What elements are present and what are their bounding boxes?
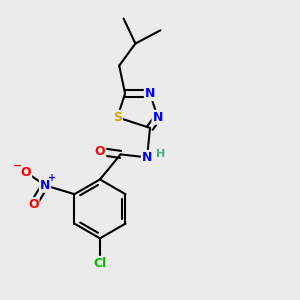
Text: O: O <box>28 198 38 211</box>
Text: O: O <box>20 166 31 178</box>
Text: H: H <box>156 149 165 159</box>
Text: O: O <box>94 145 105 158</box>
Text: N: N <box>145 87 155 100</box>
Text: S: S <box>113 111 122 124</box>
Text: N: N <box>152 111 163 124</box>
Text: Cl: Cl <box>93 257 106 270</box>
Text: N: N <box>142 151 152 164</box>
Text: N: N <box>40 179 50 192</box>
Text: +: + <box>48 173 56 183</box>
Text: −: − <box>13 161 22 171</box>
